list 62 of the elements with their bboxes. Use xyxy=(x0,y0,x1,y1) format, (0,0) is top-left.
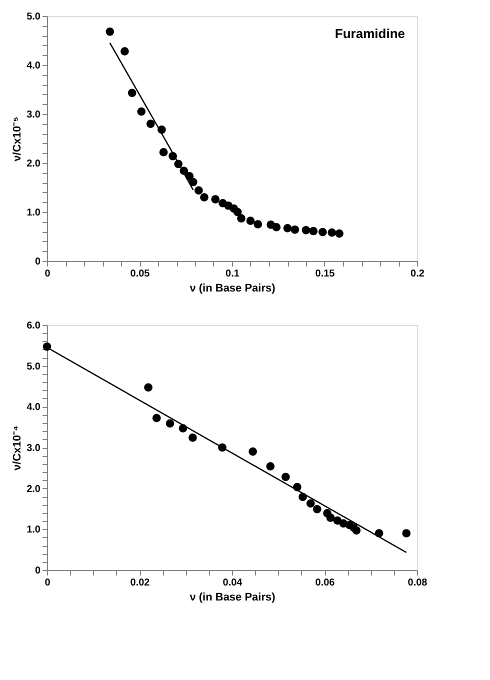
y-tick-label: 1.0 xyxy=(26,524,41,536)
point xyxy=(233,208,242,216)
point xyxy=(237,214,246,223)
point xyxy=(318,228,327,236)
y-tick-label: 2.0 xyxy=(26,484,41,495)
point xyxy=(402,529,411,538)
point xyxy=(211,195,220,204)
point xyxy=(312,504,322,514)
point xyxy=(248,447,257,456)
annotation: Furamidine xyxy=(334,26,405,41)
point xyxy=(188,178,198,186)
point xyxy=(188,434,197,442)
x-tick-label: 0.04 xyxy=(222,578,243,588)
point xyxy=(328,228,336,237)
point xyxy=(137,107,146,116)
point xyxy=(146,120,155,128)
x-tick-label: 0.05 xyxy=(130,268,150,280)
point xyxy=(309,226,318,236)
y-tick-label: 4.0 xyxy=(26,60,41,72)
point xyxy=(352,526,361,535)
y-tick-label: 4.0 xyxy=(26,402,41,414)
point xyxy=(152,414,161,422)
x-tick-label: 0.06 xyxy=(315,578,336,588)
y-tick-label: 0 xyxy=(34,566,41,576)
point xyxy=(159,148,168,156)
x-axis-title: ν (in Base Pairs) xyxy=(190,592,276,604)
point xyxy=(326,514,335,522)
x-tick-label: 0.2 xyxy=(410,268,425,280)
x-tick-label: 0.15 xyxy=(315,268,336,280)
y-axis-title: ν/Cx10⁻⁵ xyxy=(12,116,24,162)
x-tick-label: 0 xyxy=(44,578,51,588)
x-tick-label: 0.02 xyxy=(130,578,150,588)
y-tick-label: 6.0 xyxy=(26,320,41,332)
x-tick-label: 0 xyxy=(44,268,51,280)
point xyxy=(306,499,315,508)
y-axis-title: ν/Cx10⁻⁴ xyxy=(12,426,24,470)
point xyxy=(283,224,292,232)
y-tick-label: 0 xyxy=(34,256,41,268)
point xyxy=(266,462,275,470)
point xyxy=(194,186,203,195)
point xyxy=(144,383,152,392)
point xyxy=(128,88,136,98)
point xyxy=(335,229,344,238)
x-tick-label: 0.1 xyxy=(226,268,240,280)
point xyxy=(106,28,114,36)
x-axis-title: ν (in Base Pairs) xyxy=(190,282,276,294)
point xyxy=(272,223,281,232)
y-tick-label: 3.0 xyxy=(26,443,41,454)
y-tick-label: 2.0 xyxy=(26,158,41,170)
point xyxy=(120,47,129,56)
point xyxy=(281,472,290,482)
point xyxy=(200,193,208,202)
point xyxy=(166,419,174,428)
y-tick-label: 3.0 xyxy=(26,110,41,120)
y-tick-label: 5.0 xyxy=(26,361,41,372)
point xyxy=(302,226,310,234)
y-tick-label: 5.0 xyxy=(26,12,41,22)
point xyxy=(290,225,300,234)
point xyxy=(254,220,262,228)
point xyxy=(246,216,255,225)
y-tick-label: 1.0 xyxy=(26,208,41,218)
x-tick-label: 0.08 xyxy=(408,578,428,588)
